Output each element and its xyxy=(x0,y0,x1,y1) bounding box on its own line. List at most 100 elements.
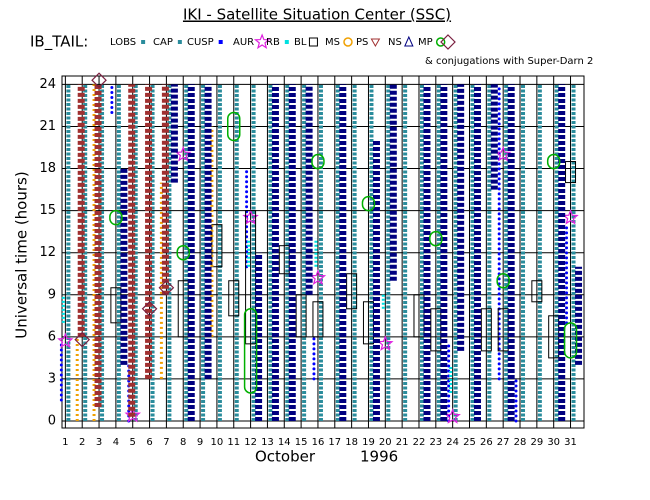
y-tick-label: 12 xyxy=(39,245,56,260)
x-tick-label: 5 xyxy=(130,437,136,448)
legend-symbol xyxy=(370,38,381,48)
x-axis-label: October xyxy=(255,448,316,466)
chart-title: IKI - Satellite Situation Center (SSC) xyxy=(183,6,451,24)
legend-label: MS xyxy=(325,37,340,48)
legend-label: BL xyxy=(294,37,307,48)
legend-symbol xyxy=(177,40,182,44)
legend-label: MP xyxy=(418,37,433,48)
legend-label: PS xyxy=(356,37,368,48)
legend-label: & conjugations with Super-Darn 2 xyxy=(425,56,593,67)
x-tick-label: 17 xyxy=(328,437,341,448)
x-tick-label: 13 xyxy=(261,437,274,448)
x-tick-label: 1 xyxy=(62,437,68,448)
x-tick-label: 27 xyxy=(497,437,510,448)
y-axis-label: Universal time (hours) xyxy=(13,171,31,338)
y-tick-label: 3 xyxy=(48,371,56,386)
marker-star xyxy=(444,408,461,424)
x-tick-label: 9 xyxy=(197,437,203,448)
legend-symbol xyxy=(404,35,414,47)
interval-box xyxy=(228,280,240,317)
interval-box xyxy=(177,280,189,338)
marker-star xyxy=(124,406,142,423)
x-tick-label: 24 xyxy=(446,437,459,448)
interval-circles xyxy=(311,153,325,170)
interval-box xyxy=(245,210,257,345)
marker-star xyxy=(175,145,192,162)
legend-symbol xyxy=(435,37,446,47)
marker-diamond xyxy=(74,331,91,348)
legend-symbol xyxy=(343,37,353,47)
x-tick-label: 16 xyxy=(312,437,325,448)
x-tick-label: 15 xyxy=(295,437,308,448)
x-tick-label: 14 xyxy=(278,437,291,448)
marker-diamond xyxy=(141,300,158,317)
y-tick-label: 21 xyxy=(39,119,56,134)
marker-star xyxy=(377,335,394,351)
x-tick-label: 31 xyxy=(564,437,577,448)
interval-circles xyxy=(546,153,561,170)
y-tick-label: 15 xyxy=(39,203,56,218)
x-tick-label: 4 xyxy=(113,437,119,448)
y-tick-label: 0 xyxy=(48,413,56,428)
interval-circles xyxy=(429,230,443,247)
legend-symbol xyxy=(284,40,289,44)
x-tick-label: 28 xyxy=(514,437,527,448)
interval-box xyxy=(295,294,307,338)
legend-symbol xyxy=(308,37,318,47)
interval-box xyxy=(346,273,358,310)
marker-star xyxy=(562,208,579,225)
x-tick-label: 22 xyxy=(413,437,426,448)
interval-circles xyxy=(243,308,258,394)
x-tick-label: 6 xyxy=(146,437,152,448)
marker-star xyxy=(57,332,74,349)
interval-circles xyxy=(496,272,510,289)
interval-box xyxy=(312,301,324,338)
x-tick-label: 12 xyxy=(244,437,257,448)
x-tick-label: 18 xyxy=(345,437,358,448)
legend-label: AUR xyxy=(233,37,254,48)
legend-label: RB xyxy=(266,37,280,48)
interval-box xyxy=(278,245,290,275)
marker-diamond xyxy=(91,72,107,89)
legend-label: LOBS xyxy=(110,37,136,48)
legend-symbol xyxy=(141,40,146,44)
y-tick-label: 18 xyxy=(39,161,56,176)
x-tick-label: 3 xyxy=(96,437,102,448)
interval-box xyxy=(110,287,122,324)
plot-frame xyxy=(61,75,585,429)
x-tick-label: 23 xyxy=(429,437,442,448)
interval-circles xyxy=(109,209,123,226)
interval-circles xyxy=(361,195,376,212)
marker-star xyxy=(494,145,512,162)
marker-diamond xyxy=(440,34,456,50)
x-tick-label: 29 xyxy=(530,437,543,448)
x-tick-label: 30 xyxy=(547,437,560,448)
legend-symbol xyxy=(218,40,223,44)
x-tick-label: 8 xyxy=(180,437,186,448)
subtitle: IB_TAIL: xyxy=(30,33,88,52)
interval-box xyxy=(565,161,577,184)
x-tick-label: 25 xyxy=(463,437,476,448)
x-tick-label: 2 xyxy=(79,437,85,448)
marker-star xyxy=(253,33,271,50)
legend-label: CUSP xyxy=(187,37,214,48)
y-tick-label: 9 xyxy=(48,287,56,302)
x-tick-label: 7 xyxy=(163,437,169,448)
x-tick-label: 19 xyxy=(362,437,375,448)
interval-circles xyxy=(176,244,190,261)
interval-box xyxy=(531,280,543,303)
y-tick-label: 24 xyxy=(39,77,56,92)
marker-diamond xyxy=(158,279,175,296)
legend-label: NS xyxy=(388,37,402,48)
x-tick-label: 26 xyxy=(480,437,493,448)
legend-label: CAP xyxy=(153,37,173,48)
y-tick-label: 6 xyxy=(48,329,56,344)
x-tick-label: 11 xyxy=(227,437,240,448)
interval-circles xyxy=(563,322,578,359)
interval-circles xyxy=(227,111,241,142)
marker-star xyxy=(309,269,327,285)
x-axis-year: 1996 xyxy=(360,448,398,466)
x-tick-label: 20 xyxy=(379,437,392,448)
x-tick-label: 21 xyxy=(396,437,409,448)
